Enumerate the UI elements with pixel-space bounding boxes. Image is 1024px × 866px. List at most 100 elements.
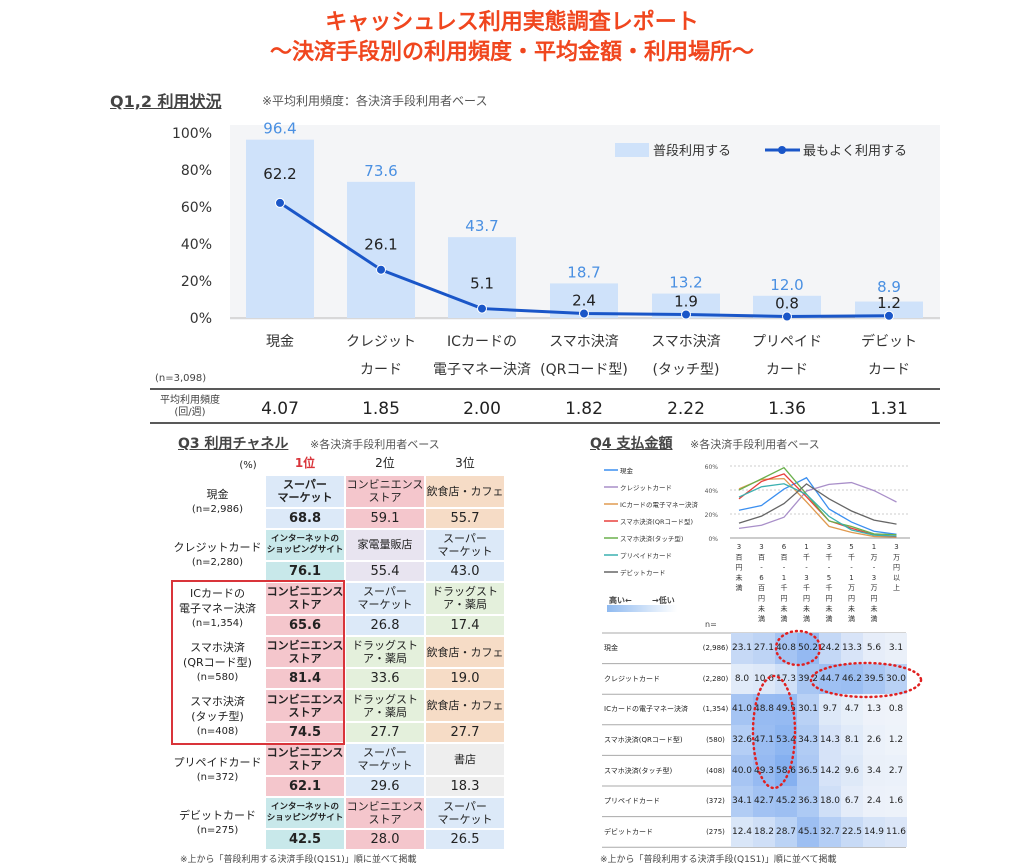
table-cell-value: 44.7	[819, 663, 841, 695]
channel-name: コンビニエンス ストア	[265, 635, 345, 669]
channel-name: 飲食店・カフェ	[425, 689, 505, 722]
bar-usually-use	[753, 295, 821, 318]
report-subtitle: ～決済手段別の利用頻度・平均金額・利用場所～	[269, 40, 754, 65]
avg-frequency-value: 2.00	[463, 399, 501, 419]
channel-percent: 26.8	[345, 614, 425, 636]
svg-text:満: 満	[871, 615, 878, 623]
line-point	[884, 310, 894, 321]
svg-text:円: 円	[781, 595, 788, 603]
svg-text:百: 百	[781, 553, 788, 561]
table-cell-value: 4.7	[841, 694, 863, 725]
series-line	[738, 476, 897, 535]
svg-text:円: 円	[826, 595, 833, 603]
svg-text:未: 未	[781, 604, 788, 613]
q3-section-title: Q3 利用チャネル	[178, 436, 289, 452]
series-line	[738, 483, 897, 537]
svg-text:円: 円	[736, 564, 743, 572]
highlight-ellipse	[751, 674, 797, 790]
legend-label: プリペイドカード	[620, 552, 672, 560]
channel-percent: 17.4	[425, 614, 505, 636]
channel-percent: 27.7	[425, 722, 505, 743]
svg-text:千: 千	[803, 583, 810, 592]
svg-text:百: 百	[736, 553, 743, 561]
q4-footnote: ※上から「普段利用する決済手段(Q1S1)」順に並べて掲載	[600, 855, 837, 865]
line-data-label: 1.9	[674, 292, 698, 310]
table-cell-value: 50.2	[797, 633, 819, 664]
table-cell-value: 47.1	[753, 724, 775, 756]
svg-text:万: 万	[893, 553, 900, 561]
channel-row-label: スマホ決済 (タッチ型) (n=408)	[170, 689, 265, 743]
table-cell-value: 41.0	[731, 694, 753, 725]
table-cell-value: 39.2	[797, 663, 819, 695]
svg-text:円: 円	[871, 595, 878, 603]
rank-header: 1位	[294, 456, 316, 470]
legend-label: 現金	[620, 466, 634, 475]
table-cell-value: 30.0	[885, 663, 907, 695]
svg-text:-: -	[783, 564, 786, 572]
channel-percent: 68.8	[265, 507, 345, 529]
svg-text:3: 3	[737, 543, 741, 551]
legend-line-marker	[778, 146, 786, 154]
table-cell-value: 36.3	[797, 786, 819, 817]
svg-text:3: 3	[827, 543, 831, 551]
channel-row-label: デビットカード (n=275)	[170, 797, 265, 851]
table-cell-value: 34.3	[797, 724, 819, 756]
y-tick-label: 40%	[181, 237, 212, 253]
legend-label: スマホ決済(タッチ型)	[620, 534, 683, 543]
payment-method-name: プリペイドカード	[173, 755, 262, 769]
channel-name: スーパー マーケット	[345, 582, 425, 615]
bar-data-label: 43.7	[465, 217, 498, 235]
channel-row-label: スマホ決済 (QRコード型) (n=580)	[170, 636, 265, 690]
svg-text:円: 円	[758, 595, 765, 603]
svg-text:満: 満	[758, 615, 765, 623]
table-cell-value: 1.6	[885, 786, 907, 817]
svg-text:-: -	[805, 564, 808, 572]
table-cell-value: 1.2	[885, 724, 907, 756]
channel-percent: 18.3	[425, 775, 505, 797]
table-cell-value: 32.7	[819, 816, 841, 848]
y-tick-label: 20%	[181, 274, 212, 290]
payment-method-name: スマホ決済 (タッチ型)	[190, 694, 245, 723]
table-cell-value: 48.8	[753, 694, 775, 725]
table-cell-value: 24.2	[819, 633, 841, 664]
table-cell-value: 6.7	[841, 786, 863, 817]
channel-percent: 55.4	[345, 561, 425, 583]
legend-line-label: 最もよく利用する	[803, 144, 907, 159]
table-cell-value: 2.4	[863, 786, 885, 817]
sample-size: (n=2,986)	[191, 503, 244, 515]
table-cell-value: 49.3	[753, 755, 775, 786]
svg-text:3: 3	[759, 543, 763, 551]
channel-percent: 42.5	[265, 829, 345, 851]
svg-text:未: 未	[758, 604, 765, 613]
table-cell-value: 27.1	[753, 633, 775, 664]
x-category-label: スマホ決済	[651, 334, 721, 350]
sample-size: (n=2,280)	[191, 557, 244, 569]
highlight-ellipse	[809, 661, 923, 699]
svg-text:千: 千	[826, 552, 833, 561]
channel-name: ドラッグスト ア・薬局	[345, 635, 425, 669]
x-category-label: ICカードの	[447, 334, 517, 350]
payment-method-name: クレジットカード	[173, 541, 262, 555]
x-category-label: 現金	[266, 334, 294, 350]
channel-row-label: 現金 (n=2,986)	[170, 475, 265, 529]
channel-percent: 55.7	[425, 507, 505, 529]
table-cell-value: 2.7	[885, 755, 907, 786]
channel-name: コンビニエンス ストア	[265, 582, 345, 615]
svg-text:百: 百	[758, 584, 765, 592]
table-row-label: プリペイドカード	[604, 797, 660, 806]
table-row-n: (408)	[706, 766, 725, 775]
avg-frequency-value: 1.31	[870, 399, 908, 419]
svg-text:満: 満	[848, 615, 855, 623]
table-cell-value: 14.3	[819, 724, 841, 756]
q4-n-label: n=	[705, 620, 717, 629]
line-point	[376, 264, 386, 275]
line-point	[681, 309, 691, 320]
table-row-label: クレジットカード	[604, 674, 660, 683]
channel-name: インターネットの ショッピングサイト	[265, 796, 345, 830]
highlight-ellipse	[774, 629, 822, 667]
table-cell-value: 49.5	[775, 694, 797, 725]
